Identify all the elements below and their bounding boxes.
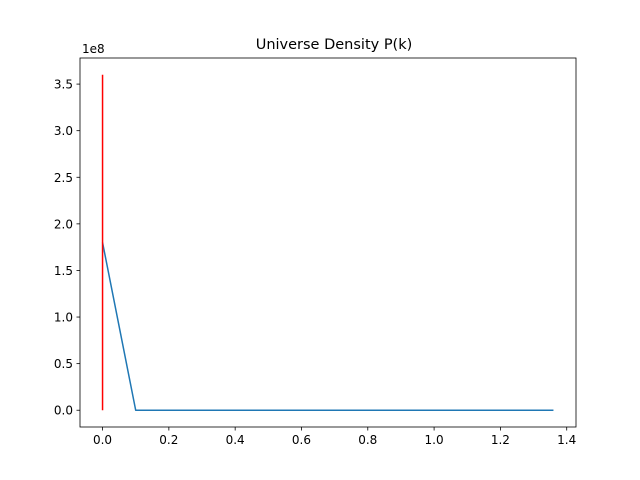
x-tick-label: 0.6 bbox=[292, 433, 311, 447]
x-tick-label: 0.8 bbox=[358, 433, 377, 447]
y-tick-label: 0.0 bbox=[54, 404, 73, 418]
x-tick-label: 0.2 bbox=[159, 433, 178, 447]
y-tick-label: 3.5 bbox=[54, 78, 73, 92]
y-tick-label: 1.5 bbox=[54, 264, 73, 278]
y-tick-label: 0.5 bbox=[54, 357, 73, 371]
y-axis-offset-label: 1e8 bbox=[82, 42, 105, 56]
plot-area bbox=[101, 74, 554, 411]
y-axis: 0.0 0.5 1.0 1.5 2.0 2.5 3.0 3.5 bbox=[54, 78, 80, 418]
x-tick-label: 0.0 bbox=[93, 433, 112, 447]
chart-title: Universe Density P(k) bbox=[256, 37, 413, 53]
x-tick-label: 1.4 bbox=[557, 433, 576, 447]
x-tick-label: 1.2 bbox=[491, 433, 510, 447]
x-tick-label: 1.0 bbox=[425, 433, 444, 447]
x-tick-label: 0.4 bbox=[226, 433, 245, 447]
y-tick-label: 3.0 bbox=[54, 124, 73, 138]
y-tick-label: 2.5 bbox=[54, 171, 73, 185]
x-axis: 0.0 0.2 0.4 0.6 0.8 1.0 1.2 1.4 bbox=[93, 427, 576, 447]
y-tick-label: 1.0 bbox=[54, 311, 73, 325]
density-line bbox=[101, 242, 554, 411]
y-tick-label: 2.0 bbox=[54, 217, 73, 231]
axes-frame bbox=[79, 57, 577, 428]
